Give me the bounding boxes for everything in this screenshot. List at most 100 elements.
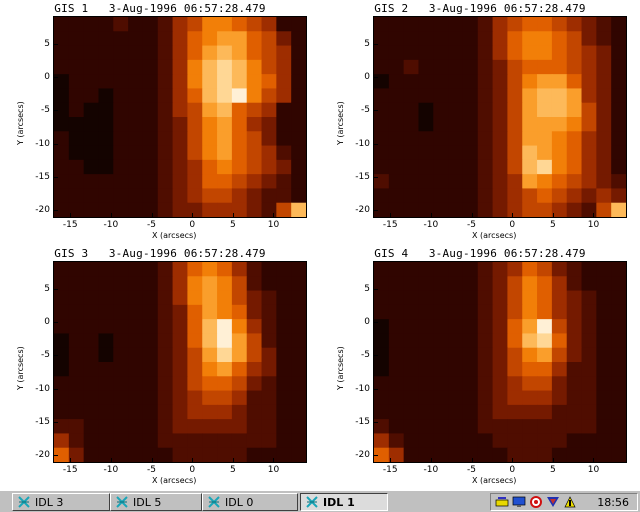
taskbar-button-idl-1[interactable]: IDL 1 [300,493,388,511]
heatmap-cell [142,390,159,406]
network-icon[interactable] [495,495,509,509]
heatmap-cell [54,347,70,363]
heatmap-cell [566,159,583,175]
heatmap-cell [172,419,188,434]
heatmap-cell [374,102,390,118]
heatmap-cell [142,17,159,32]
heatmap-cell [98,17,114,32]
heatmap-cell [492,74,508,89]
heatmap-cell [246,419,263,434]
heatmap-cell [246,74,263,89]
heatmap-cell [142,276,159,292]
heatmap-cell [98,290,114,306]
heatmap-cell [142,159,159,175]
heatmap-cell [98,404,114,420]
heatmap-cell [54,447,70,462]
heatmap-cell [507,319,523,334]
taskbar-button-idl-0[interactable]: IDL 0 [202,493,298,511]
heatmap-cell [566,262,583,277]
taskbar-button-idl-5[interactable]: IDL 5 [110,493,202,511]
clock[interactable]: 18:56 [597,496,629,509]
heatmap-cell [187,17,203,32]
heatmap-cell [551,74,568,89]
heatmap-cell [113,276,129,292]
heatmap-cell [596,102,612,118]
heatmap-cell [611,145,626,161]
system-tray: 18:56 [490,493,638,511]
heatmap-cell [388,159,405,175]
heatmap-cell [128,31,144,47]
heatmap-cell [217,376,233,392]
heatmap-cell [462,304,479,320]
heatmap-cell [291,262,306,277]
heatmap-cell [492,202,508,217]
heatmap-cell [83,276,99,292]
y-tick [374,210,378,212]
x-tick [273,458,275,462]
heatmap-cell [418,159,434,175]
heatmap-cell [537,117,553,132]
target-icon[interactable] [529,495,543,509]
heatmap-cell [68,145,85,161]
heatmap-cell [217,131,233,147]
heatmap-cell [68,290,85,306]
heatmap-cell [477,290,494,306]
heatmap-cell [291,319,306,334]
heatmap-cell [113,419,129,434]
heatmap-cell [507,45,523,61]
heatmap-cell [448,102,464,118]
heatmap-cell [68,447,85,462]
heatmap-cell [202,202,218,217]
heatmap-cell [54,117,70,132]
taskbar-button-idl-3[interactable]: IDL 3 [12,493,110,511]
y-tick [54,422,58,423]
heatmap-cell [507,262,523,277]
monitor-icon[interactable] [512,495,526,509]
y-tick-label: -15 [355,172,370,182]
heatmap-cell [217,202,233,217]
heatmap-cell [54,333,70,349]
heatmap-cell [54,290,70,306]
heatmap-cell [98,419,114,434]
heatmap-cell [187,117,203,132]
heatmap-cell [611,31,626,47]
heatmap-cell [492,131,508,147]
heatmap-cell [537,174,553,189]
heatmap-cell [246,390,263,406]
heatmap-cell [83,159,99,175]
heatmap-cell [492,347,508,363]
heatmap-cell [54,276,70,292]
heatmap-cell [157,202,174,217]
heatmap-cell [492,290,508,306]
heatmap-cell [492,17,508,32]
heatmap-cell [231,404,248,420]
heatmap-cell [261,290,277,306]
y-tick-label: -20 [35,205,50,216]
y-tick [54,210,58,212]
audio-icon[interactable] [546,495,560,509]
heatmap-cell [596,447,612,462]
heatmap-cell [187,290,203,306]
heatmap-cell [492,304,508,320]
heatmap-cell [433,319,449,334]
heatmap-cell [566,419,583,434]
y-tick-label: 0 [44,72,50,82]
heatmap-cell [68,333,85,349]
heatmap-cell [551,17,568,32]
heatmap-cell [128,319,144,334]
heatmap-cell [433,45,449,61]
heatmap-cell [276,17,292,32]
heatmap-cell [68,347,85,363]
heatmap-cell [374,45,390,61]
heatmap-cell [462,88,479,104]
system-icon[interactable] [563,495,577,509]
y-tick-label: -5 [41,350,50,361]
heatmap-cell [202,376,218,392]
heatmap-cell [187,433,203,449]
heatmap-cell [98,45,114,61]
heatmap-cell [388,31,405,47]
idl-plot-window: GIS 1 3-Aug-1996 06:57:28.479 -15 -10 -5 0 5… [16,2,627,485]
heatmap-cell [477,276,494,292]
heatmap-cell [217,347,233,363]
x-tick-label: 5 [229,465,236,475]
